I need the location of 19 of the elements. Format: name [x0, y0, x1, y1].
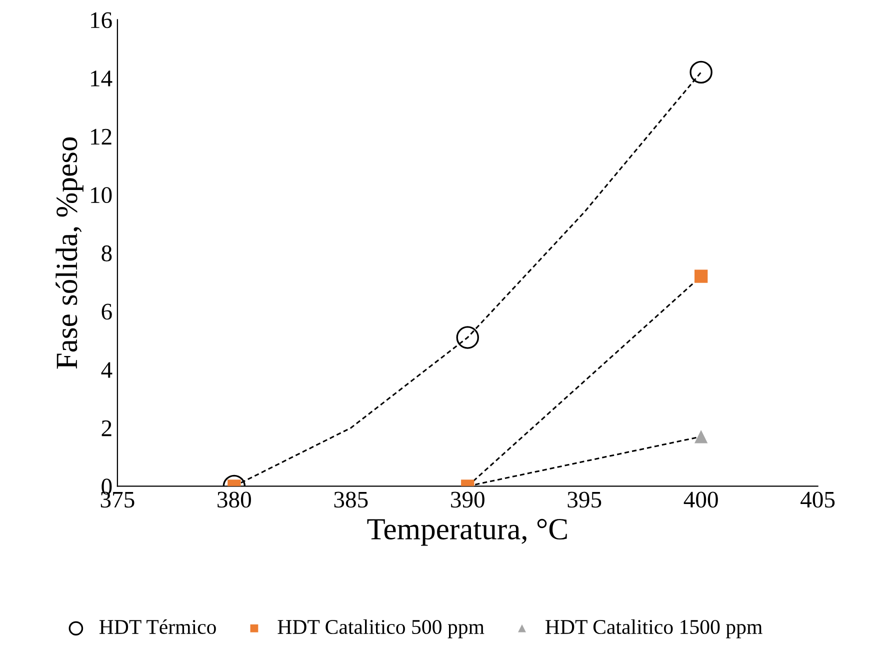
x-tick-label: 390 [451, 492, 484, 508]
x-tick-label: 380 [218, 492, 251, 508]
x-tick-label: 400 [684, 492, 718, 508]
y-tick-label: 6 [102, 304, 112, 320]
y-axis-title: Fase sólida, %peso [56, 137, 84, 369]
y-tick-label: 8 [102, 245, 112, 262]
x-tick-label: 385 [334, 492, 368, 508]
x-tick-label: 395 [568, 492, 602, 508]
legend-label: HDT Térmico [99, 619, 216, 634]
legend-label: HDT Catalitico 1500 ppm [546, 619, 762, 638]
y-tick-label: 4 [101, 362, 112, 378]
y-tick-label: 14 [91, 70, 112, 86]
x-tick-label: 405 [800, 492, 835, 508]
legend-label: HDT Catalitico 500 ppm [278, 619, 484, 638]
y-tick-label: 16 [91, 12, 112, 28]
y-tick-label: 2 [102, 420, 112, 436]
y-tick-label: 12 [91, 128, 112, 145]
x-axis-title: Temperatura, °C [367, 518, 567, 546]
y-tick-label: 10 [91, 187, 112, 204]
